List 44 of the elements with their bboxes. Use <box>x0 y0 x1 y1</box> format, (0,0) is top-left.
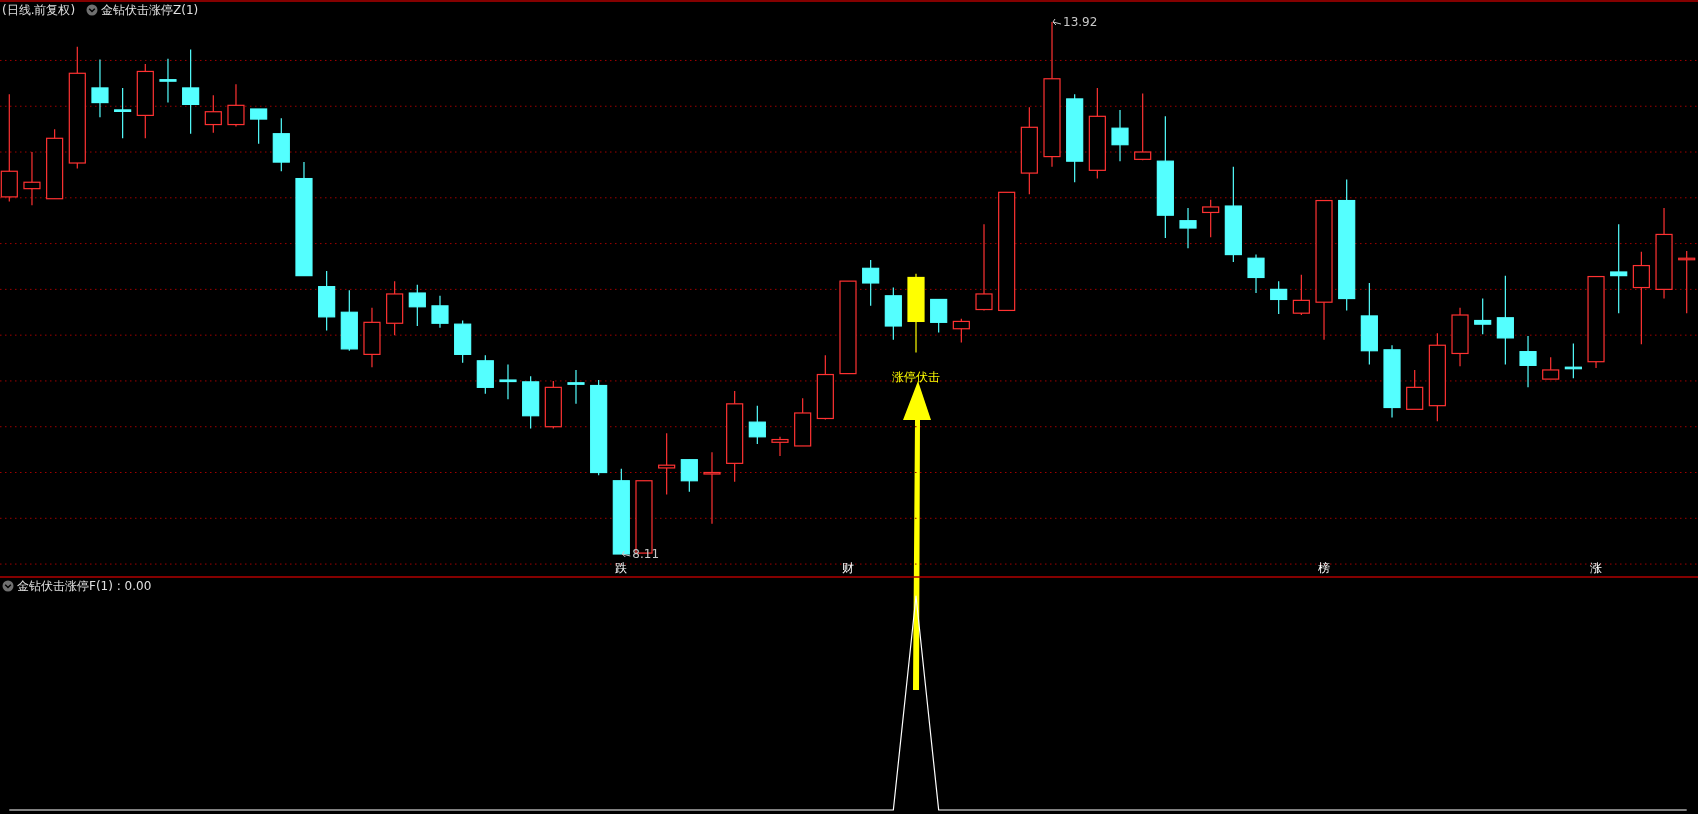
candlestick <box>1406 369 1424 410</box>
candlestick <box>748 405 766 445</box>
x-tick-label: 榜 <box>1318 561 1331 575</box>
candlestick <box>1292 274 1310 316</box>
candlestick <box>658 432 676 496</box>
candlestick <box>204 94 222 134</box>
candlestick <box>1247 253 1265 294</box>
candlestick <box>1474 297 1492 335</box>
annotation: 13.92 <box>1063 15 1098 29</box>
candlestick <box>182 48 200 135</box>
candlestick <box>680 459 698 493</box>
candlestick <box>227 83 245 127</box>
candlestick <box>703 451 721 525</box>
candlestick <box>1610 223 1628 314</box>
candlestick <box>952 318 970 344</box>
candlestick <box>567 369 585 405</box>
candlestick <box>499 363 517 400</box>
candlestick <box>431 295 449 329</box>
candlestick <box>114 87 132 139</box>
candlestick <box>1111 109 1129 162</box>
candlestick <box>771 436 789 457</box>
candlestick <box>1270 280 1288 315</box>
candlestick <box>930 298 948 334</box>
x-tick-label: 财 <box>842 561 854 575</box>
candlestick <box>975 223 993 312</box>
candlestick <box>862 259 880 307</box>
candlestick <box>1519 335 1537 388</box>
candlestick <box>250 108 268 145</box>
candlestick <box>159 58 177 104</box>
chart-title: 金钻伏击涨停F(1) : 0.00 <box>17 579 152 593</box>
x-tick-label: 跌 <box>615 561 628 575</box>
x-tick-label: 涨 <box>1590 561 1603 575</box>
candlestick <box>1202 199 1220 238</box>
candlestick <box>408 284 426 327</box>
chart-title: (日线.前复权) <box>2 3 76 17</box>
candlestick <box>1632 251 1650 345</box>
chart-subtitle: 金钻伏击涨停Z(1) <box>101 3 199 17</box>
annotation: 涨停伏击 <box>892 369 940 384</box>
candlestick <box>1542 356 1560 380</box>
candlestick <box>91 58 109 118</box>
candlestick <box>1134 92 1152 161</box>
candlestick <box>23 151 41 206</box>
candlestick <box>1179 207 1197 249</box>
candlestick <box>1496 275 1514 366</box>
